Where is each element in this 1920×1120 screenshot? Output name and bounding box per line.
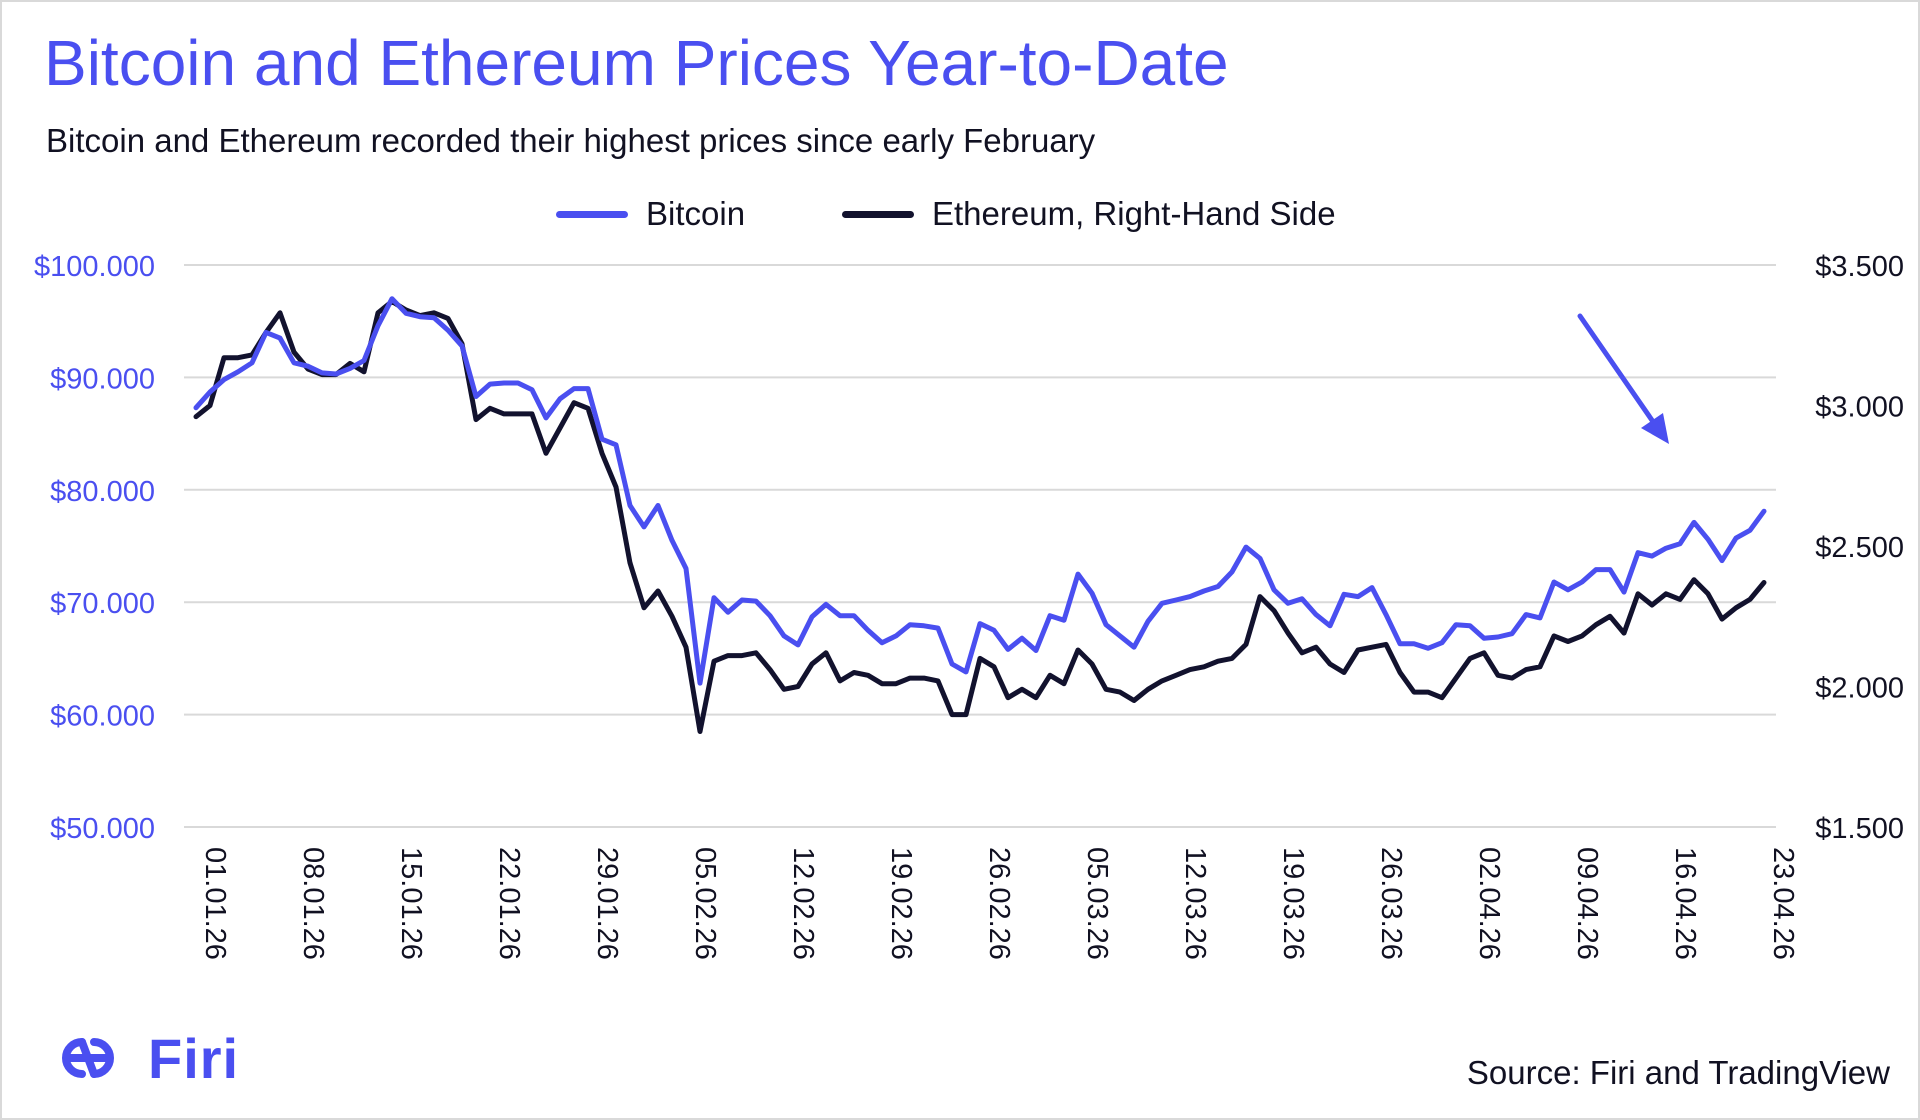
y-right-tick-label: $1.500 bbox=[1815, 813, 1904, 845]
source-note: Source: Firi and TradingView bbox=[1466, 1054, 1890, 1091]
legend-item-bitcoin: Bitcoin bbox=[556, 192, 745, 236]
y-left-tick-label: $70.000 bbox=[50, 588, 155, 620]
y-right-tick-label: $3.000 bbox=[1815, 392, 1904, 424]
chart-subtitle: Bitcoin and Ethereum recorded their high… bbox=[46, 122, 1096, 159]
annotation-arrow-head bbox=[1641, 413, 1669, 444]
y-right-tick-label: $2.500 bbox=[1815, 532, 1904, 564]
y-left-tick-label: $60.000 bbox=[50, 701, 155, 733]
annotation-arrow-shaft bbox=[1577, 313, 1659, 429]
series-line-bitcoin bbox=[193, 296, 1767, 686]
x-tick-label: 08.01.26 bbox=[297, 847, 329, 960]
x-tick-label: 19.03.26 bbox=[1277, 847, 1309, 960]
legend-swatch-ethereum bbox=[842, 210, 914, 218]
y-right-tick-label: $2.000 bbox=[1815, 673, 1904, 705]
x-tick-label: 29.01.26 bbox=[591, 847, 623, 960]
y-left-tick-label: $90.000 bbox=[50, 363, 155, 395]
legend-item-ethereum: Ethereum, Right-Hand Side bbox=[842, 192, 1336, 236]
x-tick-label: 12.03.26 bbox=[1179, 847, 1211, 960]
chart-title: Bitcoin and Ethereum Prices Year-to-Date bbox=[44, 27, 1229, 99]
x-tick-label: 01.01.26 bbox=[199, 847, 231, 960]
y-left-tick-label: $100.000 bbox=[34, 251, 155, 283]
legend-swatch-bitcoin bbox=[556, 210, 628, 218]
y-left-tick-label: $80.000 bbox=[50, 476, 155, 508]
y-left-tick-label: $50.000 bbox=[50, 813, 155, 845]
x-tick-label: 16.04.26 bbox=[1669, 847, 1701, 960]
legend-label-ethereum: Ethereum, Right-Hand Side bbox=[932, 195, 1336, 232]
legend: Bitcoin Ethereum, Right-Hand Side bbox=[0, 192, 1920, 236]
x-tick-label: 26.03.26 bbox=[1375, 847, 1407, 960]
firi-logo-text: Firi bbox=[148, 1026, 240, 1090]
y-right-tick-label: $3.500 bbox=[1815, 251, 1904, 283]
firi-logo: Firi bbox=[38, 1026, 240, 1090]
x-tick-label: 05.03.26 bbox=[1081, 847, 1113, 960]
firi-logo-icon bbox=[62, 1038, 114, 1078]
x-tick-label: 23.04.26 bbox=[1767, 847, 1799, 960]
x-tick-label: 19.02.26 bbox=[885, 847, 917, 960]
x-tick-label: 12.02.26 bbox=[787, 847, 819, 960]
series-line-ethereum bbox=[193, 299, 1767, 734]
x-tick-label: 26.02.26 bbox=[983, 847, 1015, 960]
x-tick-label: 15.01.26 bbox=[395, 847, 427, 960]
x-tick-label: 22.01.26 bbox=[493, 847, 525, 960]
x-tick-label: 02.04.26 bbox=[1473, 847, 1505, 960]
x-tick-label: 05.02.26 bbox=[689, 847, 721, 960]
x-tick-label: 09.04.26 bbox=[1571, 847, 1603, 960]
legend-label-bitcoin: Bitcoin bbox=[646, 195, 746, 232]
